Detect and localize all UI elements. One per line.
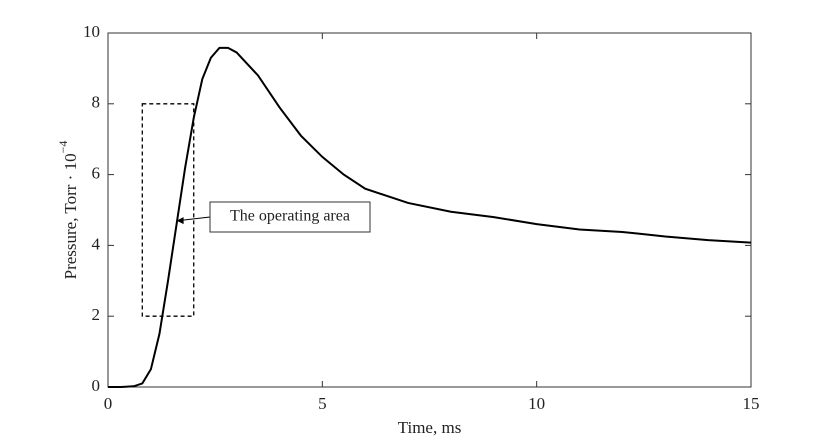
y-tick-label: 10 xyxy=(83,22,100,41)
y-tick-label: 2 xyxy=(92,305,101,324)
y-axis-label-exponent: −4 xyxy=(56,141,70,154)
y-tick-label: 4 xyxy=(92,234,101,253)
x-tick-label: 10 xyxy=(528,394,545,413)
x-axis-label: Time, ms xyxy=(398,418,462,437)
operating-region xyxy=(141,103,195,317)
x-tick-label: 5 xyxy=(318,394,327,413)
annotation-arrow xyxy=(178,216,211,222)
y-tick-label: 8 xyxy=(92,93,101,112)
y-axis-label-text: Pressure, Torr · 10 xyxy=(61,153,80,279)
annotation-box xyxy=(209,201,371,233)
annotation-arrowhead xyxy=(176,217,184,225)
x-tick-label: 0 xyxy=(104,394,113,413)
y-tick-label: 0 xyxy=(92,376,101,395)
plot-frame xyxy=(107,32,752,388)
y-tick-label: 6 xyxy=(92,164,101,183)
y-axis-label: Pressure, Torr · 10−4 xyxy=(56,141,80,280)
annotation-text: The operating area xyxy=(230,208,350,225)
data-line xyxy=(108,46,752,388)
x-tick-label: 15 xyxy=(743,394,760,413)
